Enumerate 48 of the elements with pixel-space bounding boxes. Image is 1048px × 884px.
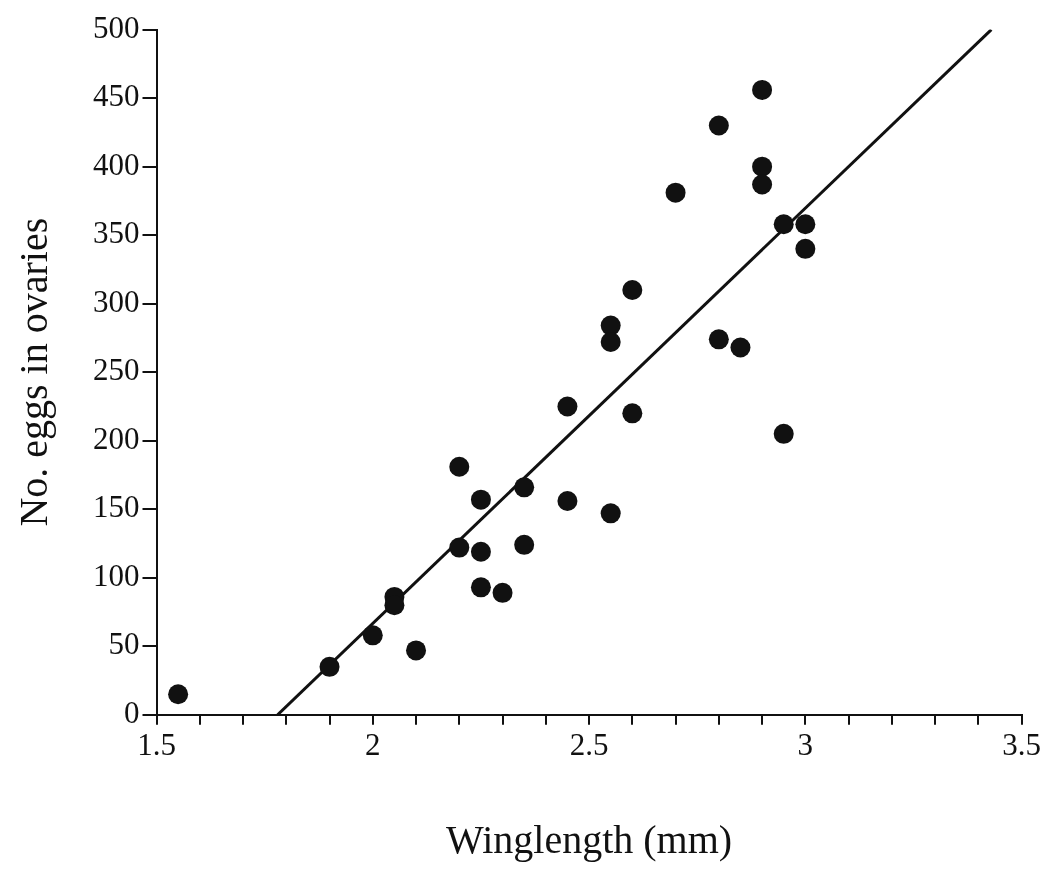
point [514, 477, 535, 498]
point [795, 238, 816, 259]
point [622, 403, 643, 424]
y-tick-label: 300 [93, 283, 140, 319]
y-tick-label: 50 [108, 626, 140, 662]
point [557, 491, 578, 512]
y-tick-label: 200 [93, 420, 140, 456]
point [622, 279, 643, 300]
x-tick-label: 1.5 [137, 726, 176, 762]
point [362, 625, 383, 646]
point [449, 537, 470, 558]
point [730, 337, 751, 358]
point [600, 315, 621, 336]
y-tick-label: 150 [93, 489, 140, 525]
point [665, 182, 686, 203]
point [795, 214, 816, 235]
x-tick-label: 2 [365, 726, 381, 762]
y-tick-label: 500 [93, 9, 140, 45]
x-tick-label: 3.5 [1002, 726, 1041, 762]
point [557, 396, 578, 417]
point [449, 456, 470, 477]
point [708, 115, 729, 136]
y-tick-label: 250 [93, 352, 140, 388]
point [470, 489, 491, 510]
point [752, 156, 773, 177]
point [406, 640, 427, 661]
x-tick-label: 2.5 [569, 726, 609, 762]
y-tick-label: 350 [93, 215, 140, 251]
y-tick-label: 0 [124, 694, 140, 730]
point [773, 214, 794, 235]
point [600, 332, 621, 353]
y-tick-label: 450 [93, 78, 140, 114]
point [773, 423, 794, 444]
point [752, 174, 773, 195]
point [752, 79, 773, 100]
point [319, 656, 340, 677]
point [514, 534, 535, 555]
x-tick-label: 3 [797, 726, 814, 762]
point [470, 541, 491, 562]
point [600, 503, 621, 524]
y-axis-title: No. eggs in ovaries [10, 217, 56, 527]
point [708, 329, 729, 350]
point [492, 582, 513, 603]
point [168, 684, 189, 705]
x-axis-title: Winglength (mm) [446, 816, 733, 862]
y-tick-label: 400 [93, 146, 140, 182]
y-tick-label: 100 [93, 557, 140, 593]
point [470, 577, 491, 598]
